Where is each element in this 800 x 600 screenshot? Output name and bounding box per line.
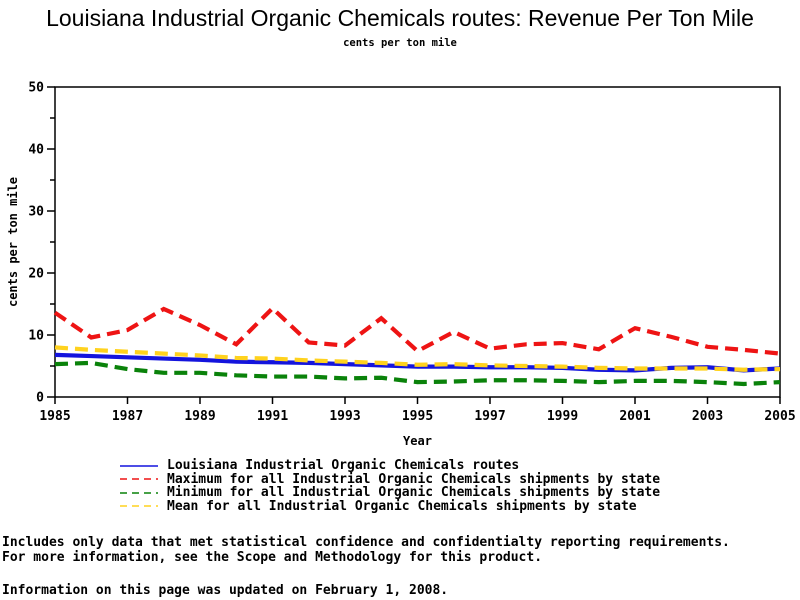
- footnote-block: Includes only data that met statistical …: [2, 535, 730, 565]
- legend-item: Maximum for all Industrial Organic Chemi…: [119, 471, 661, 487]
- svg-text:1987: 1987: [112, 409, 143, 424]
- svg-text:0: 0: [36, 391, 44, 406]
- chart-subtitle: cents per ton mile: [343, 37, 457, 49]
- chart-legend: Louisiana Industrial Organic Chemicals r…: [119, 458, 661, 514]
- chart-title: Louisiana Industrial Organic Chemicals r…: [46, 5, 754, 31]
- svg-text:2005: 2005: [764, 409, 795, 424]
- svg-text:cents per ton mile: cents per ton mile: [6, 177, 20, 307]
- legend-line-swatch: [120, 505, 158, 508]
- legend-line-swatch: [120, 478, 158, 481]
- svg-text:1995: 1995: [402, 409, 433, 424]
- svg-text:1989: 1989: [184, 409, 215, 424]
- footnote-line-1: Includes only data that met statistical …: [2, 535, 730, 550]
- svg-text:50: 50: [28, 81, 44, 96]
- svg-text:1997: 1997: [474, 409, 505, 424]
- legend-label: Mean for all Industrial Organic Chemical…: [167, 498, 637, 514]
- svg-text:30: 30: [28, 205, 44, 220]
- legend-line-swatch: [120, 491, 158, 494]
- svg-text:40: 40: [28, 143, 44, 158]
- svg-text:Year: Year: [403, 434, 432, 448]
- footnote-line-2: For more information, see the Scope and …: [2, 550, 543, 565]
- line-chart: 0 10 20 30 40 50 1985 1987 1989 1991 1993 1995 1997 1…: [6, 81, 796, 449]
- updated-date-note: Information on this page was updated on …: [2, 583, 449, 598]
- legend-item: Louisiana Industrial Organic Chemicals r…: [119, 458, 660, 474]
- svg-text:2001: 2001: [619, 409, 650, 424]
- svg-text:1999: 1999: [547, 409, 578, 424]
- svg-text:1993: 1993: [329, 409, 360, 424]
- svg-text:2003: 2003: [692, 409, 723, 424]
- legend-item: Minimum for all Industrial Organic Chemi…: [119, 485, 661, 501]
- legend-label: Minimum for all Industrial Organic Chemi…: [167, 485, 661, 501]
- svg-text:1991: 1991: [257, 409, 288, 424]
- svg-text:10: 10: [28, 329, 44, 344]
- svg-text:1985: 1985: [39, 409, 70, 424]
- legend-line-swatch: [120, 464, 158, 467]
- legend-item: Mean for all Industrial Organic Chemical…: [119, 498, 660, 514]
- svg-text:20: 20: [28, 267, 44, 282]
- legend-label: Maximum for all Industrial Organic Chemi…: [167, 471, 661, 487]
- legend-label: Louisiana Industrial Organic Chemicals r…: [167, 458, 520, 474]
